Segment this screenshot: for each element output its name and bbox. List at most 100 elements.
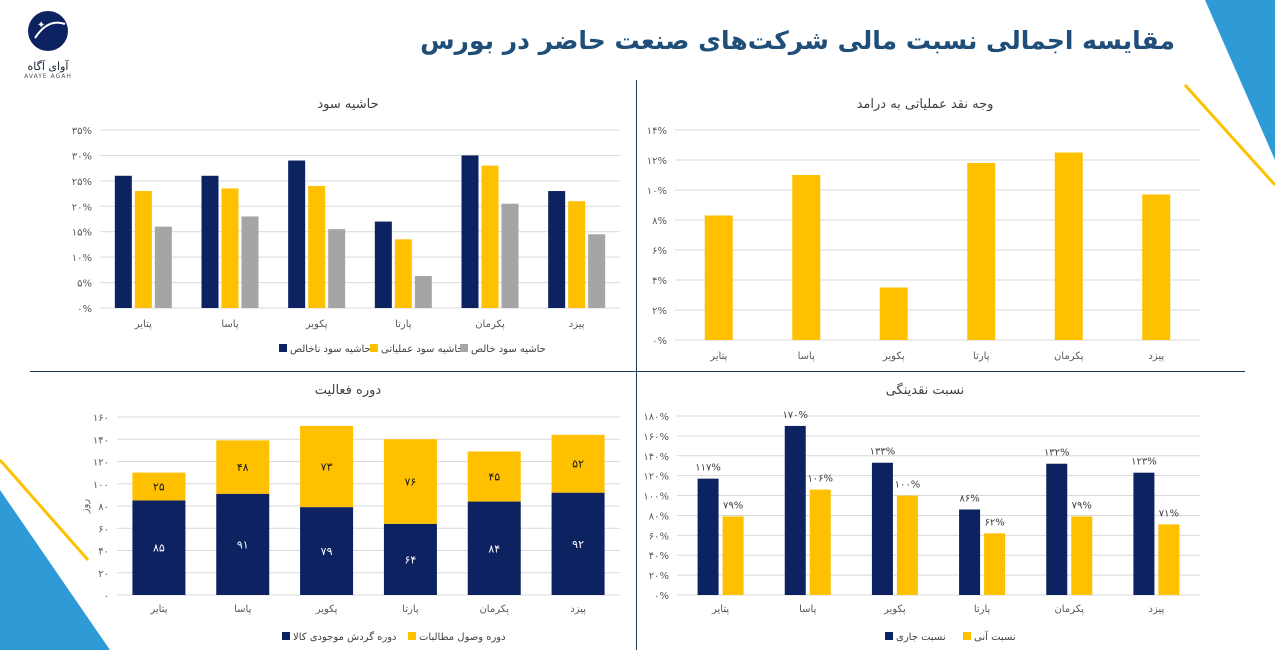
legend-swatch	[885, 632, 893, 640]
bar	[201, 175, 219, 308]
bar	[871, 462, 893, 595]
bar	[467, 451, 521, 502]
data-label: ۸۶%	[959, 493, 979, 504]
x-category-label: پتایر	[149, 604, 167, 615]
legend-label: حاشیه سود ناخالص	[290, 344, 371, 355]
y-tick-label: ۱۴۰%	[643, 452, 669, 463]
x-category-label: پارتا	[402, 604, 419, 615]
page-title: مقایسه اجمالی نسبت مالی شرکت‌های صنعت حا…	[420, 26, 1175, 55]
y-tick-label: ۳۰%	[72, 151, 92, 162]
chart-title: دوره فعالیت	[315, 383, 382, 398]
y-tick-label: ۰%	[654, 591, 669, 602]
y-tick-label: ۴۰%	[649, 551, 669, 562]
y-tick-label: ۸۰%	[649, 511, 669, 522]
legend-label: دوره گردش موجودی کالا	[293, 631, 397, 643]
data-label: ۴۵	[488, 471, 500, 484]
x-category-label: پارتا	[974, 604, 991, 615]
bar	[308, 185, 326, 308]
legend-swatch	[279, 344, 287, 352]
y-tick-label: ۱۴%	[647, 126, 667, 137]
y-axis-label: روز	[80, 499, 91, 515]
data-label: ۸۵	[153, 542, 165, 555]
legend-swatch	[370, 344, 378, 352]
x-category-label: پکرمان	[479, 604, 509, 615]
x-category-label: پکرمان	[1054, 604, 1084, 615]
legend-swatch	[408, 632, 416, 640]
bar	[1158, 524, 1180, 595]
chart-title: حاشیه سود	[317, 97, 378, 112]
legend-swatch	[282, 632, 290, 640]
x-category-label: پکرمان	[475, 319, 505, 330]
chart-operating-cash-to-revenue: وجه نقد عملیاتی به درامد ۰% ۲% ۴% ۶% ۸% ۱۰% ۱۲%…	[637, 80, 1275, 371]
x-category-label: پاسا	[234, 604, 251, 615]
bar	[132, 500, 186, 595]
legend-label: دوره وصول مطالبات	[419, 632, 506, 643]
x-category-label: پارتا	[973, 351, 990, 362]
bar	[383, 523, 437, 595]
x-category-label: پتایر	[709, 351, 727, 362]
data-label: ۱۰۶%	[807, 474, 833, 485]
legend-label: حاشیه سود عملیاتی	[381, 344, 464, 355]
y-tick-label: ۲۰%	[72, 202, 92, 213]
bar	[216, 493, 270, 595]
bar	[548, 191, 566, 308]
y-tick-label: ۲۰%	[649, 571, 669, 582]
x-category-label: پاسا	[799, 604, 816, 615]
bar	[967, 163, 996, 340]
y-tick-label: ۱۲%	[647, 156, 667, 167]
x-category-label: پارتا	[395, 319, 412, 330]
chart-liquidity-ratio: نسبت نقدینگی ۰% ۲۰% ۴۰% ۶۰% ۸۰% ۱۰۰% ۱۲۰% ۱۴۰% ۱۶…	[637, 372, 1275, 650]
y-tick-label: ۶۰%	[649, 531, 669, 542]
bar	[1142, 194, 1171, 340]
y-tick-label: ۲۰	[98, 569, 109, 580]
x-category-label: پاسا	[221, 319, 238, 330]
y-tick-label: ۲۵%	[72, 177, 92, 188]
bar	[722, 516, 744, 595]
bar	[300, 425, 354, 508]
x-category-label: پیزد	[570, 604, 586, 615]
chart-activity-period-svg: دوره فعالیت ۰ ۲۰ ۴۰ ۶۰ ۸۰ ۱۰۰ ۱۲۰ ۱۴۰ ۱۶۰ روز پتایر…	[80, 383, 620, 643]
x-category-label: پیزد	[1149, 604, 1165, 615]
y-tick-label: ۸%	[652, 216, 667, 227]
x-category-label: پکویر	[315, 604, 338, 615]
legend-label: نسبت جاری	[896, 632, 946, 643]
data-label: ۱۲۳%	[1131, 457, 1157, 468]
y-tick-label: ۰%	[77, 304, 92, 315]
bar	[959, 509, 981, 595]
bar	[241, 216, 259, 308]
y-tick-label: ۱۰%	[647, 186, 667, 197]
logo-icon: ✦	[28, 11, 68, 51]
bar	[896, 495, 918, 595]
data-label: ۶۴	[405, 553, 417, 566]
x-category-label: پیزد	[569, 319, 585, 330]
y-tick-label: ۶%	[652, 246, 667, 257]
bar	[809, 489, 831, 595]
bar	[697, 478, 719, 595]
y-tick-label: ۴%	[652, 276, 667, 287]
bar	[481, 165, 499, 308]
svg-text:✦: ✦	[37, 20, 45, 31]
chart-title: وجه نقد عملیاتی به درامد	[857, 97, 994, 112]
data-label: ۷۹%	[723, 500, 743, 511]
y-tick-label: ۰	[104, 591, 109, 602]
y-tick-label: ۱۰۰%	[643, 492, 669, 503]
y-tick-label: ۲%	[652, 306, 667, 317]
y-tick-label: ۰%	[652, 336, 667, 347]
x-category-label: پاسا	[798, 351, 815, 362]
bar	[879, 287, 908, 340]
legend-swatch	[460, 344, 468, 352]
data-label: ۱۳۳%	[870, 447, 896, 458]
y-tick-label: ۸۰	[98, 502, 109, 513]
data-label: ۹۲	[572, 538, 584, 551]
bar	[784, 425, 806, 595]
x-category-label: پکویر	[883, 604, 906, 615]
y-tick-label: ۱۸۰%	[643, 412, 669, 423]
brand-logo: ✦ آوای آگاه AVAYE AGAH	[8, 8, 88, 80]
bar	[154, 226, 172, 308]
chart-profit-margin: حاشیه سود ۰% ۵% ۱۰% ۱۵% ۲۰% ۲۵% ۳۰% ۳۵% پتایر پاسا…	[0, 80, 636, 371]
x-category-label: پتایر	[711, 604, 729, 615]
data-label: ۷۹	[321, 545, 333, 558]
bar	[383, 439, 437, 524]
bar	[394, 239, 412, 308]
data-label: ۶۲%	[984, 517, 1004, 528]
